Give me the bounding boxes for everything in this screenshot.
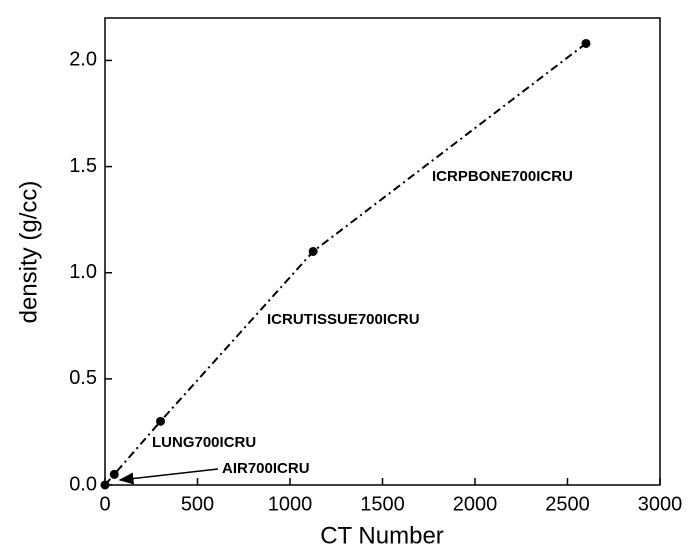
annotation: AIR700ICRU [222, 460, 310, 477]
x-tick-label: 0 [99, 493, 110, 515]
x-tick-label: 1500 [360, 493, 405, 515]
annotation: ICRUTISSUE700ICRU [267, 311, 420, 328]
y-tick-label: 0.5 [69, 367, 97, 389]
x-tick-label: 1000 [268, 493, 313, 515]
y-tick-label: 1.0 [69, 261, 97, 283]
y-axis-label: density (g/cc) [15, 181, 42, 324]
data-point [100, 480, 110, 490]
x-tick-label: 2000 [453, 493, 498, 515]
data-point [156, 416, 165, 426]
x-tick-label: 3000 [638, 493, 683, 515]
annotation-arrow [118, 468, 219, 485]
y-tick-label: 2.0 [69, 49, 97, 71]
x-axis-label: CT Number [320, 522, 444, 549]
y-tick-label: 0.0 [69, 473, 97, 495]
x-tick-label: 2500 [545, 493, 590, 515]
plot-frame [104, 17, 661, 486]
x-tick-label: 500 [181, 493, 214, 515]
y-tick-label: 1.5 [69, 155, 97, 177]
data-line [104, 42, 587, 486]
annotation: ICRPBONE700ICRU [432, 168, 573, 185]
annotation: LUNG700ICRU [152, 434, 256, 451]
data-point [109, 469, 119, 479]
data-point [581, 38, 591, 48]
data-point [308, 247, 318, 256]
